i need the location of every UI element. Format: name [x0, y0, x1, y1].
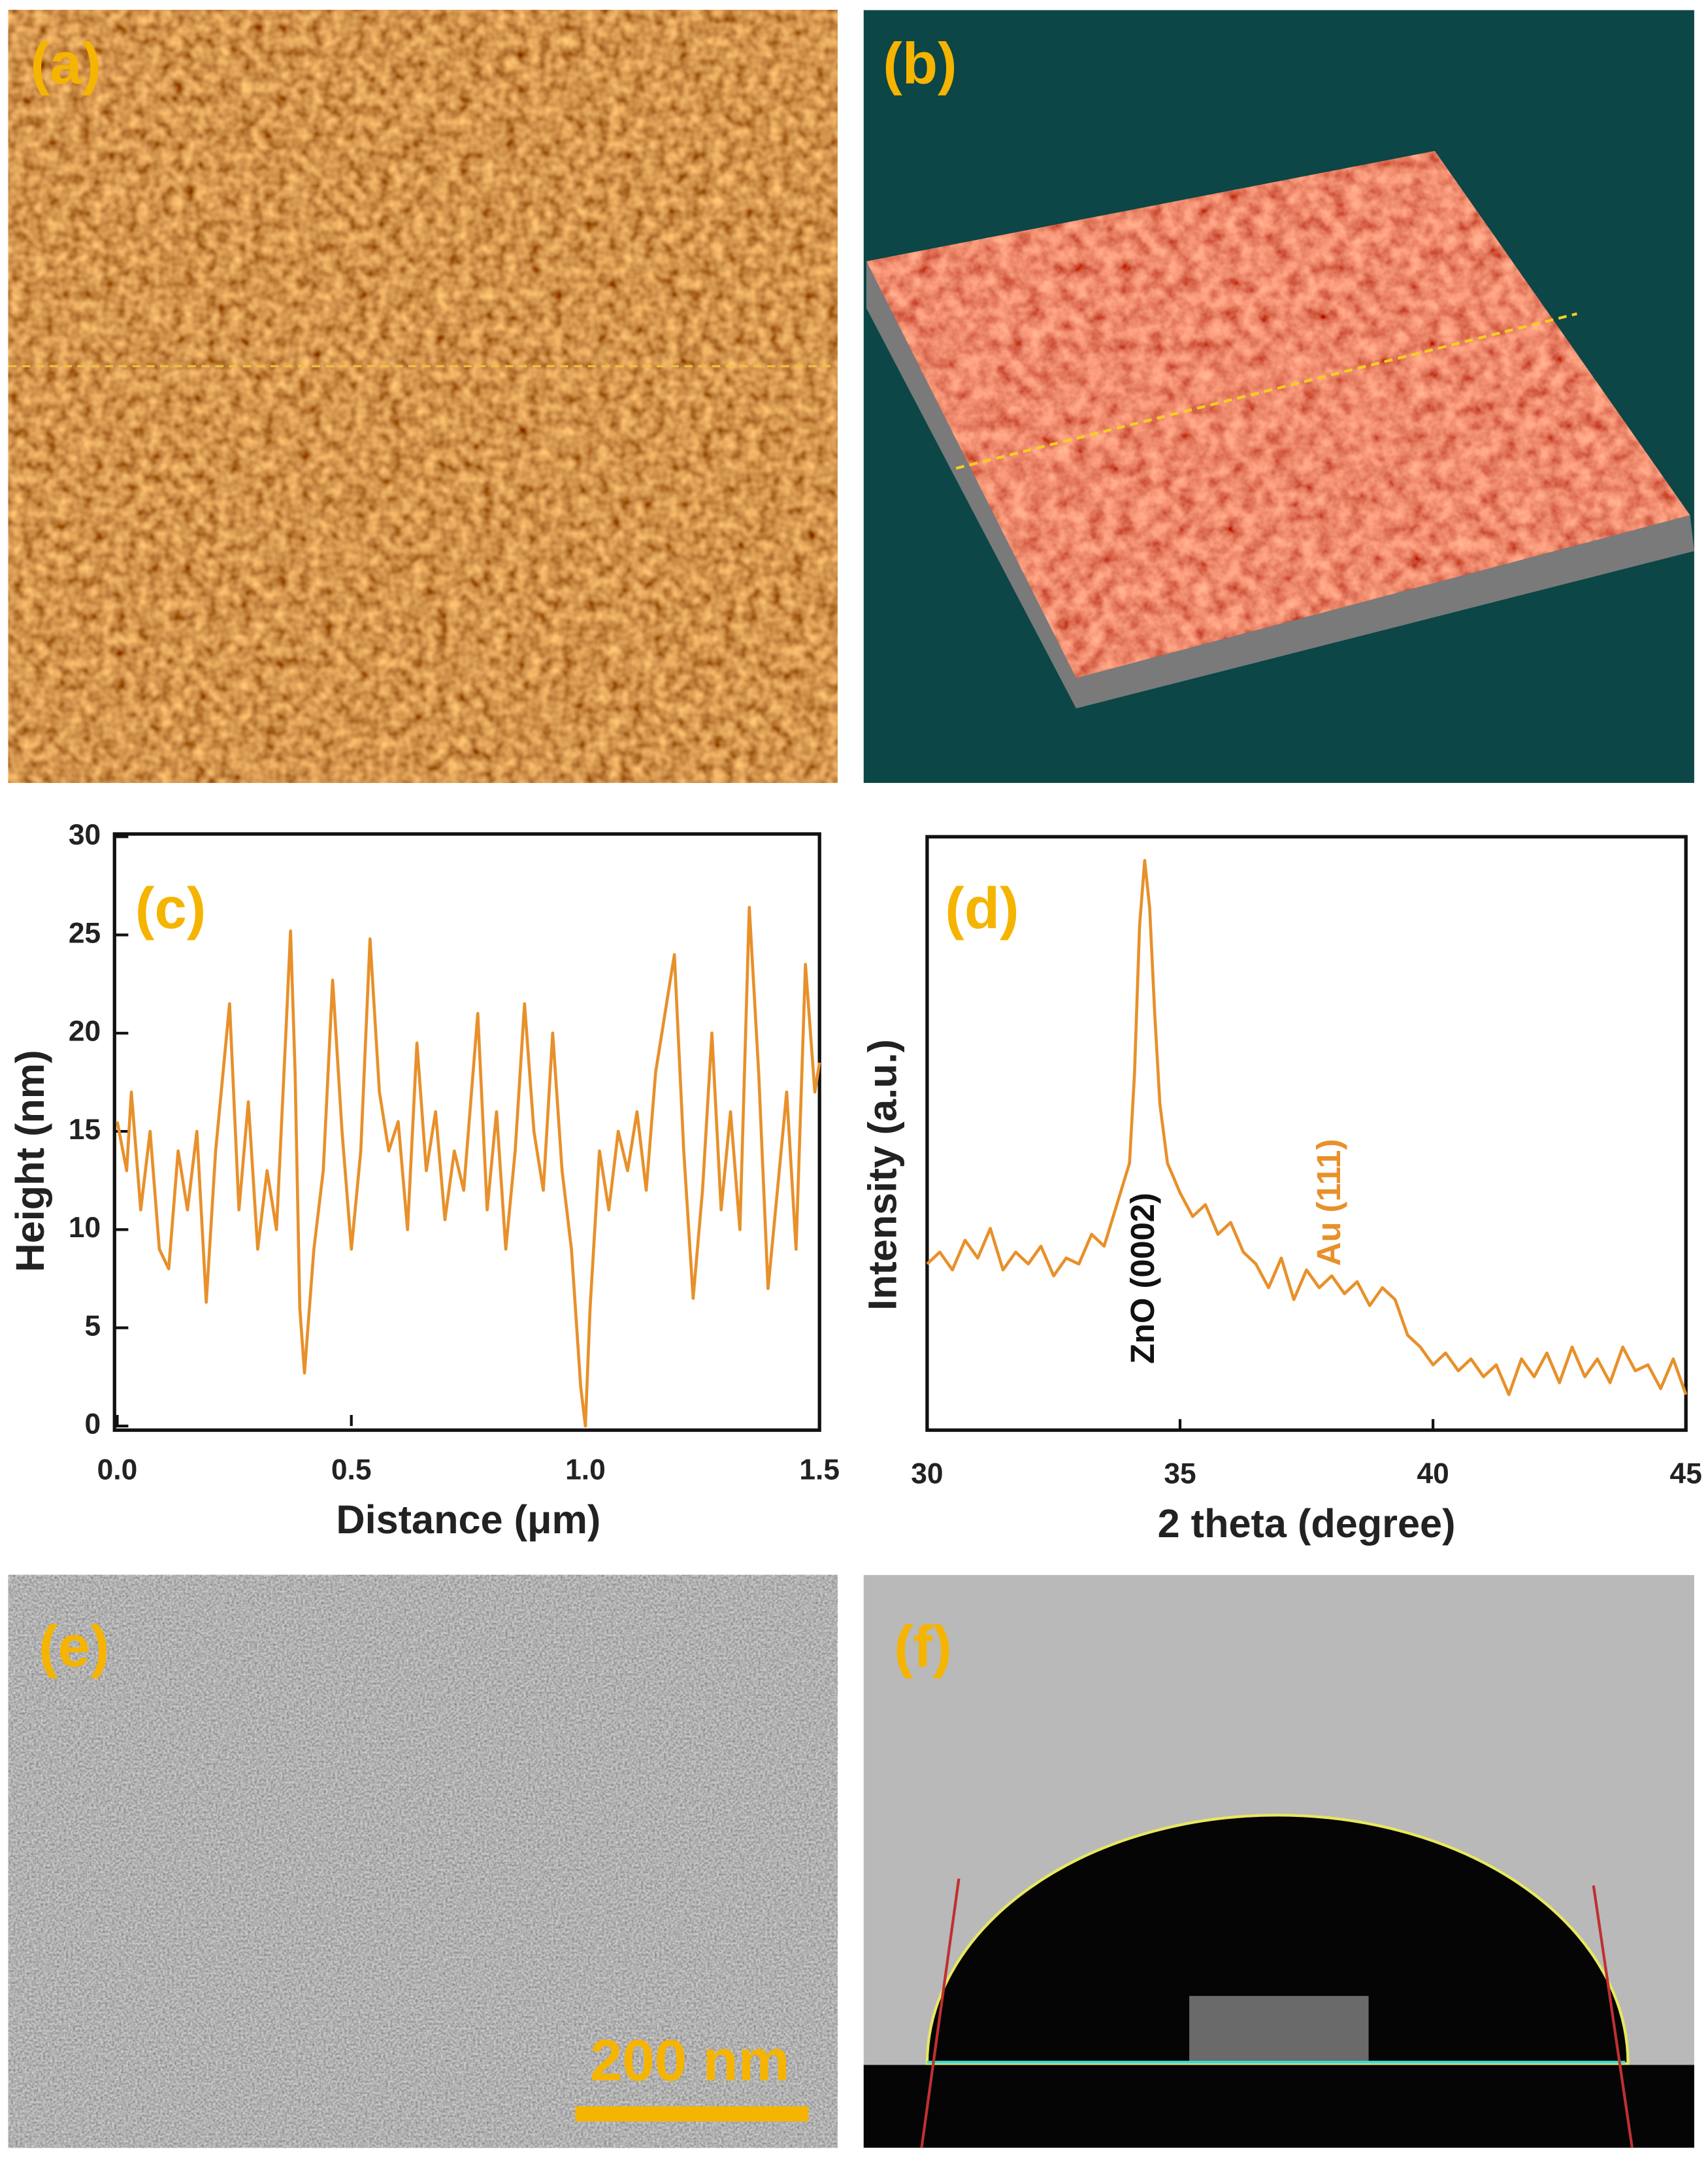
x-tick-label: 30 [911, 1458, 943, 1490]
annotation: ZnO (0002) [1124, 1193, 1161, 1364]
panel-label: (a) [30, 31, 101, 96]
x-tick-label: 45 [1670, 1458, 1702, 1490]
profile-line [955, 312, 1577, 470]
afm-image [8, 10, 838, 783]
y-tick-label: 25 [69, 917, 101, 949]
panel-label: (b) [883, 31, 957, 96]
panel-label: (d) [945, 876, 1019, 940]
panel-label: (e) [39, 1614, 109, 1678]
panel-label: (c) [135, 876, 206, 940]
substrate [863, 2065, 1694, 2148]
afm-3d-base [866, 261, 1694, 708]
y-tick-label: 5 [84, 1310, 101, 1342]
tangent-line [920, 1878, 961, 2148]
data-line [116, 906, 821, 1428]
x-tick-label: 40 [1417, 1458, 1449, 1490]
annotation: Au (111) [1310, 1139, 1347, 1266]
scale-bar-label: 200 nm [590, 2028, 790, 2093]
x-tick-label: 35 [1164, 1458, 1196, 1490]
data-line [926, 859, 1688, 1397]
y-tick-label: 10 [69, 1212, 101, 1244]
y-tick-label: 20 [69, 1016, 101, 1048]
x-axis-label: 2 theta (degree) [1158, 1501, 1456, 1546]
tangent-line [1592, 1885, 1634, 2148]
y-tick-label: 0 [84, 1408, 101, 1440]
x-tick-label: 1.0 [565, 1454, 606, 1486]
y-tick-label: 15 [69, 1114, 101, 1146]
scale-bar [575, 2106, 809, 2122]
y-axis-label: Intensity (a.u.) [861, 1039, 905, 1310]
x-tick-label: 0.5 [331, 1454, 372, 1486]
x-tick-label: 0.0 [97, 1454, 138, 1486]
sem-image [8, 1574, 838, 2148]
x-tick-label: 1.5 [799, 1454, 840, 1486]
panel-label: (f) [894, 1614, 952, 1678]
droplet [925, 1814, 1630, 2065]
x-axis-label: Distance (μm) [336, 1497, 600, 1542]
droplet-reflection [1189, 1995, 1369, 2063]
y-tick-label: 30 [69, 819, 101, 851]
y-axis-label: Height (nm) [8, 1050, 52, 1272]
plot-frame [925, 835, 1688, 1432]
